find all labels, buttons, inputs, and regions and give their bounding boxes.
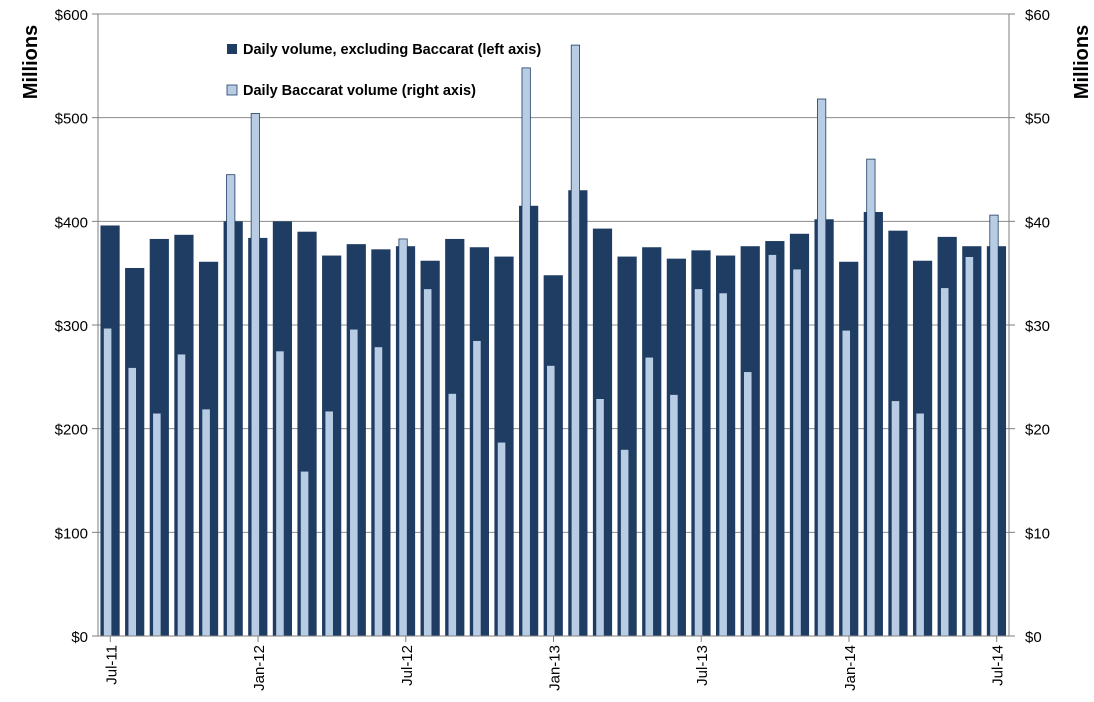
right-tick-label: $20 bbox=[1025, 422, 1050, 439]
bar-baccarat-volume-Jan-13 bbox=[546, 365, 556, 637]
bar-baccarat-volume-Feb-13 bbox=[570, 44, 580, 637]
bar-baccarat-volume-Apr-12 bbox=[324, 410, 334, 637]
bar-baccarat-volume-Sep-12 bbox=[447, 393, 457, 637]
right-tick-label: $40 bbox=[1025, 214, 1050, 231]
left-tick-label: $300 bbox=[55, 318, 88, 335]
bar-baccarat-volume-May-14 bbox=[940, 287, 950, 637]
bar-baccarat-volume-Jun-13 bbox=[669, 394, 679, 637]
legend: Daily volume, excluding Baccarat (left a… bbox=[226, 42, 541, 99]
bar-baccarat-volume-Dec-13 bbox=[817, 98, 827, 637]
bar-baccarat-volume-Aug-13 bbox=[718, 292, 728, 637]
bar-baccarat-volume-Mar-13 bbox=[595, 398, 605, 637]
bar-baccarat-volume-Apr-14 bbox=[915, 412, 925, 637]
x-tick-label: Jul-11 bbox=[103, 645, 120, 685]
x-tick-label: Jul-14 bbox=[990, 645, 1007, 686]
bar-baccarat-volume-Jul-13 bbox=[693, 288, 704, 637]
left-tick-label: $100 bbox=[55, 525, 88, 542]
bar-baccarat-volume-Aug-12 bbox=[423, 288, 433, 637]
bar-baccarat-volume-Oct-12 bbox=[472, 340, 482, 637]
bar-baccarat-volume-May-12 bbox=[349, 328, 359, 637]
bar-baccarat-volume-Jul-11 bbox=[103, 327, 113, 637]
right-tick-label: $50 bbox=[1025, 111, 1050, 128]
bar-baccarat-volume-Dec-11 bbox=[226, 174, 236, 637]
x-tick-label: Jan-13 bbox=[547, 645, 564, 691]
left-tick-label: $400 bbox=[55, 214, 88, 231]
right-tick-label: $30 bbox=[1025, 318, 1050, 335]
bar-baccarat-volume-Oct-13 bbox=[767, 254, 777, 637]
bar-baccarat-volume-Jan-14 bbox=[841, 329, 851, 637]
bar-baccarat-volume-Sep-11 bbox=[152, 412, 162, 637]
left-tick-label: $200 bbox=[55, 422, 88, 439]
legend-label-dark: Daily volume, excluding Baccarat (left a… bbox=[243, 42, 541, 58]
x-axis-ticks: Jul-11 Jan-12 Jul-12 Jan-13 Jul-13 Jan-14 Jul-… bbox=[103, 636, 1007, 691]
bar-baccarat-volume-Jul-12 bbox=[398, 238, 408, 637]
x-tick-label: Jan-14 bbox=[842, 645, 859, 691]
right-tick-label: $0 bbox=[1025, 629, 1042, 646]
left-axis-ticks: $0 $100 $200 $300 $400 $500 $600 bbox=[55, 7, 98, 646]
legend-swatch-dark bbox=[227, 44, 237, 54]
bar-baccarat-volume-Mar-12 bbox=[299, 470, 310, 637]
bar-baccarat-volume-May-13 bbox=[644, 356, 654, 637]
bar-baccarat-volume-Jun-14 bbox=[964, 256, 974, 637]
x-tick-label: Jan-12 bbox=[251, 645, 268, 691]
bar-baccarat-volume-Oct-11 bbox=[176, 353, 187, 637]
x-tick-label: Jul-13 bbox=[694, 645, 711, 686]
bar-baccarat-volume-Nov-12 bbox=[496, 441, 507, 637]
x-tick-label: Jul-12 bbox=[399, 645, 416, 686]
right-axis-title: Millions bbox=[1071, 25, 1093, 99]
bar-baccarat-volume-Nov-11 bbox=[201, 408, 211, 637]
right-axis-ticks: $0 $10 $20 $30 $40 $50 $60 bbox=[1009, 7, 1050, 646]
left-axis-title: Millions bbox=[20, 25, 42, 99]
bar-baccarat-volume-Feb-14 bbox=[866, 158, 876, 637]
legend-label-light: Daily Baccarat volume (right axis) bbox=[243, 83, 476, 99]
right-tick-label: $60 bbox=[1025, 7, 1050, 24]
left-tick-label: $600 bbox=[55, 7, 88, 24]
left-tick-label: $0 bbox=[71, 629, 88, 646]
left-tick-label: $500 bbox=[55, 111, 88, 128]
legend-swatch-light bbox=[226, 84, 238, 96]
right-tick-label: $10 bbox=[1025, 525, 1050, 542]
bar-baccarat-volume-Aug-11 bbox=[127, 367, 137, 637]
bar-baccarat-volume-Jan-12 bbox=[250, 113, 260, 637]
bar-baccarat-volume-Dec-12 bbox=[521, 67, 531, 637]
bar-series-group bbox=[100, 44, 1007, 637]
bar-baccarat-volume-Feb-12 bbox=[275, 350, 285, 637]
bar-baccarat-volume-Apr-13 bbox=[620, 448, 630, 637]
bar-baccarat-volume-Nov-13 bbox=[792, 268, 802, 637]
bar-baccarat-volume-Jul-14 bbox=[989, 214, 999, 637]
bar-baccarat-volume-Jun-12 bbox=[373, 346, 384, 637]
bar-baccarat-volume-Mar-14 bbox=[890, 400, 901, 637]
bar-baccarat-volume-Sep-13 bbox=[743, 371, 753, 637]
